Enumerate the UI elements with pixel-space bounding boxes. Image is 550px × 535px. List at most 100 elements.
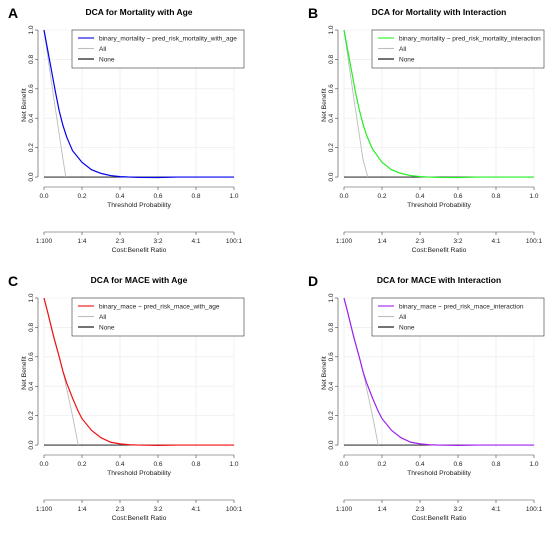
panel-letter: C [8, 273, 18, 289]
x-tick-label: 0.4 [415, 461, 424, 468]
ratio-tick-label: 100:1 [226, 238, 243, 245]
ratio-axis-label: Cost:Benefit Ratio [412, 515, 467, 522]
ratio-tick-label: 2:3 [415, 238, 424, 245]
chart-title: DCA for MACE with Age [91, 275, 188, 285]
y-tick-label: 1.0 [28, 25, 35, 34]
x-tick-label: 0.6 [453, 461, 462, 468]
ratio-tick-label: 2:3 [115, 238, 124, 245]
ratio-tick-label: 3:2 [453, 506, 462, 513]
ratio-axis-label: Cost:Benefit Ratio [112, 515, 167, 522]
legend-box [71, 297, 245, 337]
x-tick-label: 1.0 [529, 461, 538, 468]
x-tick-label: 0.8 [191, 193, 200, 200]
treat-all-curve [343, 29, 369, 178]
y-tick-label: 1.0 [28, 293, 35, 302]
ratio-tick-label: 1:100 [36, 238, 53, 245]
x-tick-label: 0.8 [491, 193, 500, 200]
y-tick-label: 0.8 [28, 323, 35, 332]
legend-label: All [399, 46, 407, 53]
panel-letter: A [8, 5, 18, 21]
x-tick-label: 0.6 [153, 461, 162, 468]
y-tick-label: 0.2 [328, 411, 335, 420]
legend-label: None [399, 324, 415, 331]
chart-title: DCA for Mortality with Interaction [372, 7, 507, 17]
y-tick-label: 0.4 [328, 381, 335, 390]
legend-box [371, 297, 545, 337]
y-tick-label: 0.6 [28, 84, 35, 93]
ratio-axis-label: Cost:Benefit Ratio [112, 247, 167, 254]
ratio-tick-label: 3:2 [153, 506, 162, 513]
ratio-tick-label: 2:3 [415, 506, 424, 513]
legend-label: All [399, 314, 407, 321]
y-tick-label: 0.6 [328, 352, 335, 361]
x-axis-label: Threshold Probability [407, 470, 471, 477]
model-curve [343, 29, 534, 179]
x-tick-label: 1.0 [229, 461, 238, 468]
ratio-tick-label: 1:4 [77, 238, 86, 245]
chart-title: DCA for MACE with Interaction [377, 275, 501, 285]
y-tick-label: 0.8 [328, 55, 335, 64]
x-tick-label: 1.0 [229, 193, 238, 200]
ratio-tick-label: 1:100 [336, 238, 353, 245]
y-tick-label: 0.0 [28, 172, 35, 181]
x-tick-label: 0.0 [339, 461, 348, 468]
y-tick-label: 0.0 [28, 440, 35, 449]
x-tick-label: 0.4 [415, 193, 424, 200]
y-axis-label: Net Benefit [321, 88, 328, 122]
y-tick-label: 0.2 [328, 143, 335, 152]
x-tick-label: 0.8 [491, 461, 500, 468]
ratio-tick-label: 4:1 [491, 506, 500, 513]
legend-label: None [99, 324, 115, 331]
y-tick-label: 0.6 [28, 352, 35, 361]
legend-label: binary_mortality ~ pred_risk_mortality_i… [399, 35, 541, 42]
model-curve [43, 29, 234, 179]
legend-label: None [399, 56, 415, 63]
legend-label: All [99, 46, 107, 53]
legend-label: None [99, 56, 115, 63]
legend-box [71, 29, 245, 69]
ratio-tick-label: 4:1 [491, 238, 500, 245]
x-axis-label: Threshold Probability [107, 202, 171, 209]
y-tick-label: 0.4 [28, 113, 35, 122]
y-tick-label: 0.4 [28, 381, 35, 390]
x-tick-label: 0.2 [77, 461, 86, 468]
legend-label: binary_mortality ~ pred_risk_mortality_w… [99, 35, 237, 42]
panel-letter: B [308, 5, 318, 21]
y-axis-label: Net Benefit [21, 88, 28, 122]
ratio-tick-label: 100:1 [226, 506, 243, 513]
x-axis-label: Threshold Probability [107, 470, 171, 477]
legend-box [371, 29, 545, 69]
ratio-tick-label: 100:1 [526, 506, 543, 513]
y-tick-label: 0.2 [28, 143, 35, 152]
x-tick-label: 1.0 [529, 193, 538, 200]
y-tick-label: 0.6 [328, 84, 335, 93]
ratio-tick-label: 4:1 [191, 238, 200, 245]
y-axis-label: Net Benefit [321, 356, 328, 390]
ratio-tick-label: 1:100 [36, 506, 53, 513]
ratio-tick-label: 1:4 [377, 506, 386, 513]
x-tick-label: 0.2 [77, 193, 86, 200]
panel-letter: D [308, 273, 318, 289]
x-tick-label: 0.0 [39, 193, 48, 200]
y-tick-label: 0.8 [328, 323, 335, 332]
ratio-tick-label: 3:2 [153, 238, 162, 245]
chart-panel-a: A DCA for Mortality with Age 0.0 0.2 0.4 0.6 0… [8, 5, 245, 254]
y-tick-label: 0.8 [28, 55, 35, 64]
treat-all-curve [43, 29, 67, 178]
ratio-tick-label: 2:3 [115, 506, 124, 513]
ratio-tick-label: 100:1 [526, 238, 543, 245]
y-tick-label: 0.2 [28, 411, 35, 420]
x-tick-label: 0.4 [115, 461, 124, 468]
chart-panel-b: B DCA for Mortality with Interaction 0.0 0.… [308, 5, 545, 254]
legend-label: All [99, 314, 107, 321]
x-tick-label: 0.0 [39, 461, 48, 468]
model-curve [43, 297, 234, 446]
ratio-tick-label: 3:2 [453, 238, 462, 245]
x-tick-label: 0.6 [153, 193, 162, 200]
legend-label: binary_mace ~ pred_risk_mace_with_age [99, 303, 220, 310]
y-tick-label: 0.0 [328, 172, 335, 181]
x-tick-label: 0.8 [191, 461, 200, 468]
y-tick-label: 0.0 [328, 440, 335, 449]
ratio-tick-label: 1:4 [77, 506, 86, 513]
